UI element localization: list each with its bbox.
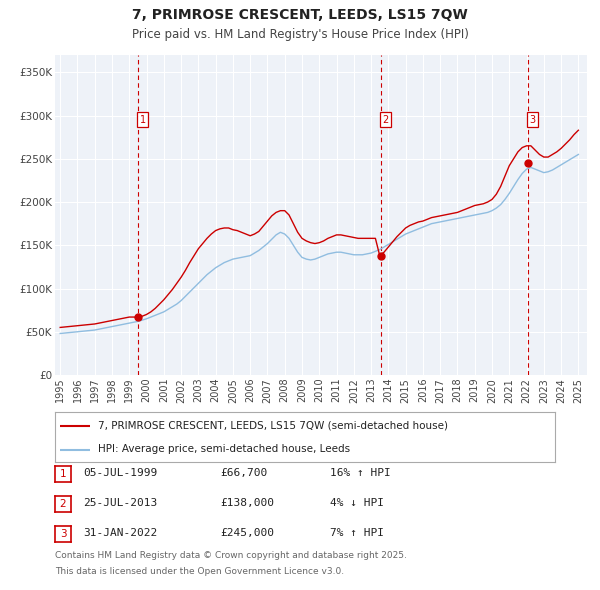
Text: Contains HM Land Registry data © Crown copyright and database right 2025.: Contains HM Land Registry data © Crown c… <box>55 551 407 560</box>
Text: 1: 1 <box>140 115 146 125</box>
Text: 25-JUL-2013: 25-JUL-2013 <box>83 498 157 508</box>
Text: £66,700: £66,700 <box>220 468 267 478</box>
Text: 1: 1 <box>59 469 67 479</box>
Text: HPI: Average price, semi-detached house, Leeds: HPI: Average price, semi-detached house,… <box>97 444 350 454</box>
Text: £245,000: £245,000 <box>220 528 274 538</box>
Text: 2: 2 <box>382 115 389 125</box>
Text: 4% ↓ HPI: 4% ↓ HPI <box>330 498 384 508</box>
Text: 2: 2 <box>59 499 67 509</box>
Text: 3: 3 <box>59 529 67 539</box>
Text: This data is licensed under the Open Government Licence v3.0.: This data is licensed under the Open Gov… <box>55 567 344 576</box>
Text: 16% ↑ HPI: 16% ↑ HPI <box>330 468 391 478</box>
Text: £138,000: £138,000 <box>220 498 274 508</box>
Text: 7% ↑ HPI: 7% ↑ HPI <box>330 528 384 538</box>
Text: 7, PRIMROSE CRESCENT, LEEDS, LS15 7QW (semi-detached house): 7, PRIMROSE CRESCENT, LEEDS, LS15 7QW (s… <box>97 421 448 431</box>
Text: 7, PRIMROSE CRESCENT, LEEDS, LS15 7QW: 7, PRIMROSE CRESCENT, LEEDS, LS15 7QW <box>132 8 468 22</box>
Text: 05-JUL-1999: 05-JUL-1999 <box>83 468 157 478</box>
Text: 31-JAN-2022: 31-JAN-2022 <box>83 528 157 538</box>
Text: 3: 3 <box>530 115 536 125</box>
Text: Price paid vs. HM Land Registry's House Price Index (HPI): Price paid vs. HM Land Registry's House … <box>131 28 469 41</box>
